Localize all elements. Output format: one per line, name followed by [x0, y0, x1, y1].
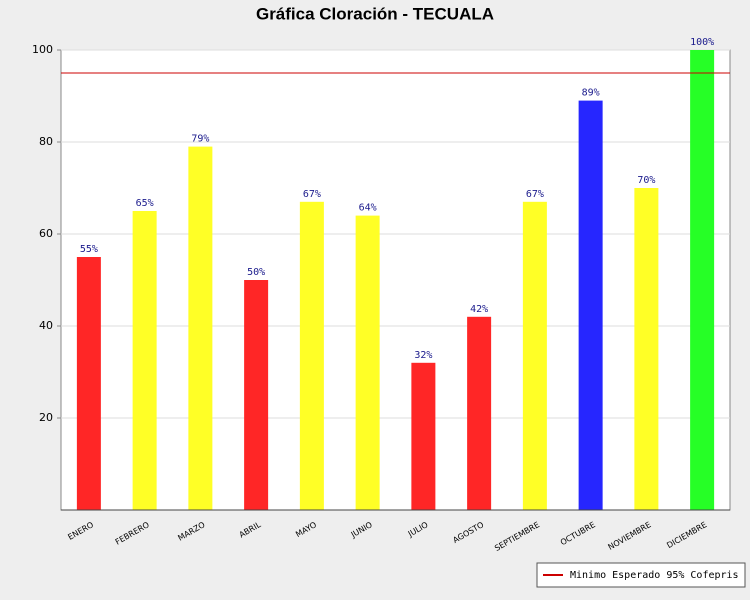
value-label: 64%: [359, 203, 377, 214]
y-tick-label: 60: [39, 227, 53, 240]
bar: [299, 201, 324, 511]
value-label: 67%: [303, 189, 321, 200]
bar: [244, 280, 269, 510]
bar: [188, 146, 213, 510]
y-tick-label: 40: [39, 319, 53, 332]
value-label: 32%: [414, 350, 432, 361]
value-label: 79%: [191, 134, 209, 145]
value-label: 100%: [690, 37, 714, 48]
value-label: 70%: [637, 175, 655, 186]
value-label: 65%: [136, 198, 154, 209]
chart-title: Gráfica Cloración - TECUALA: [256, 4, 494, 23]
value-label: 67%: [526, 189, 544, 200]
value-label: 89%: [582, 88, 600, 99]
bar: [634, 188, 659, 510]
y-tick-label: 80: [39, 135, 53, 148]
bar: [76, 257, 101, 510]
bar: [355, 215, 380, 510]
value-label: 55%: [80, 244, 98, 255]
value-label: 50%: [247, 267, 265, 278]
bar: [578, 100, 603, 510]
bar: [132, 211, 157, 510]
y-tick-label: 20: [39, 411, 53, 424]
legend-box: [536, 562, 746, 588]
legend-label: Minimo Esperado 95% Cofepris: [570, 570, 739, 581]
y-tick-label: 100: [32, 43, 53, 56]
bar: [467, 316, 492, 510]
bar: [522, 201, 547, 511]
plot-area: [60, 49, 731, 511]
bar: [690, 50, 715, 510]
bar: [411, 362, 436, 510]
value-label: 42%: [470, 304, 488, 315]
